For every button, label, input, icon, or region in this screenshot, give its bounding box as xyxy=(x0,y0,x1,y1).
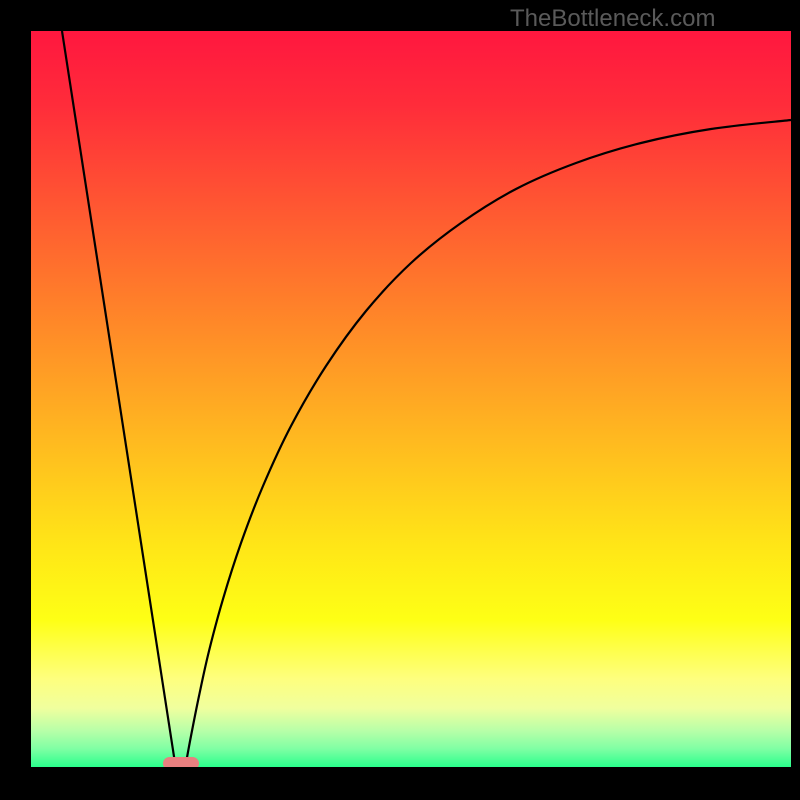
watermark-text: TheBottleneck.com xyxy=(510,5,715,33)
plot-area xyxy=(31,31,791,767)
curve-svg xyxy=(31,31,791,767)
minimum-marker xyxy=(163,757,199,768)
